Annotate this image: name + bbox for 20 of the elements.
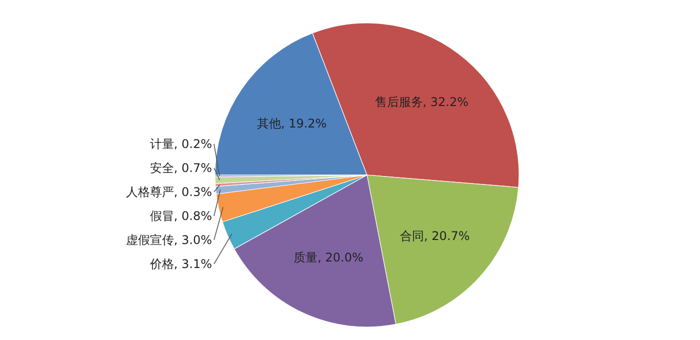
data-label: , 19.2% (280, 116, 327, 130)
slice-label: 价格 (148, 257, 174, 271)
slice-label: 合同 (400, 228, 424, 243)
data-label: , 0.2% (174, 137, 212, 151)
slice-label: 其他 (256, 116, 281, 130)
slice-label: 虚假宣传 (126, 233, 174, 247)
slice-label: 假冒 (150, 209, 174, 223)
slice-label: 计量 (150, 137, 174, 151)
data-label: , 3.0% (174, 233, 212, 247)
data-label: , 0.7% (174, 161, 212, 175)
data-label: , 0.3% (174, 185, 212, 199)
data-label: , 0.8% (174, 209, 212, 223)
data-label: , 3.1% (174, 257, 212, 271)
slice-label: 安全 (150, 161, 174, 175)
data-label: , 20.7% (424, 228, 470, 243)
data-label: , 20.0% (318, 250, 364, 265)
slice-label: 质量 (294, 250, 318, 265)
slice-label: 人格尊严 (126, 185, 174, 199)
slice-label: 售后服务 (374, 95, 423, 109)
data-label: , 32.2% (422, 95, 469, 109)
